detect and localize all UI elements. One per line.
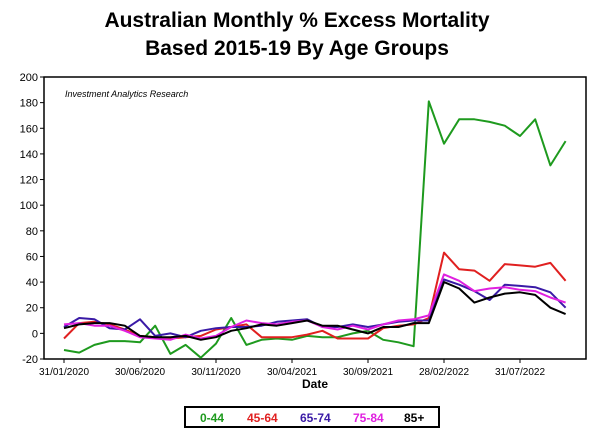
- legend-entry-65-74: 65-74: [300, 411, 331, 425]
- y-axis: -20 0 20 40 60 80 100 120 140 160 180 200: [20, 72, 44, 366]
- legend: 0-44 45-64 65-74 75-84 85+: [184, 406, 440, 428]
- x-tick-label: 28/02/2022: [419, 367, 469, 378]
- y-tick-label: 120: [20, 175, 38, 187]
- y-tick-label: 80: [26, 226, 38, 238]
- chart-annotation: Investment Analytics Research: [65, 89, 188, 99]
- x-tick-label: 30/04/2021: [267, 367, 317, 378]
- x-tick-label: 30/09/2021: [343, 367, 393, 378]
- series-line-0-44: [63, 100, 567, 359]
- plot-frame: [43, 76, 587, 360]
- y-tick-label: 0: [32, 328, 38, 340]
- y-tick-label: 140: [20, 149, 38, 161]
- y-tick-label: 180: [20, 98, 38, 110]
- y-tick-label: -20: [22, 354, 38, 366]
- x-tick-label: 31/01/2020: [39, 367, 89, 378]
- y-tick-label: 160: [20, 123, 38, 135]
- x-tick-label: 31/07/2022: [495, 367, 545, 378]
- x-tick-label: 30/11/2020: [191, 367, 241, 378]
- legend-entry-0-44: 0-44: [200, 411, 225, 425]
- y-tick-label: 20: [26, 303, 38, 315]
- x-axis-label: Date: [302, 377, 328, 391]
- y-tick-label: 100: [20, 200, 38, 212]
- y-tick-label: 200: [20, 72, 38, 84]
- series-layer: [63, 100, 567, 359]
- chart-title-line-1: Australian Monthly % Excess Mortality: [104, 9, 490, 32]
- x-tick-label: 30/06/2020: [115, 367, 165, 378]
- legend-entry-75-84: 75-84: [353, 411, 384, 425]
- y-tick-label: 40: [26, 277, 38, 289]
- legend-entry-85-plus: 85+: [404, 411, 425, 425]
- chart-title-line-2: Based 2015-19 By Age Groups: [145, 37, 449, 60]
- series-line-85-plus: [63, 281, 566, 341]
- x-axis: 31/01/2020 30/06/2020 30/11/2020 30/04/2021…: [39, 359, 545, 378]
- y-tick-label: 60: [26, 251, 38, 263]
- legend-entry-45-64: 45-64: [247, 411, 278, 425]
